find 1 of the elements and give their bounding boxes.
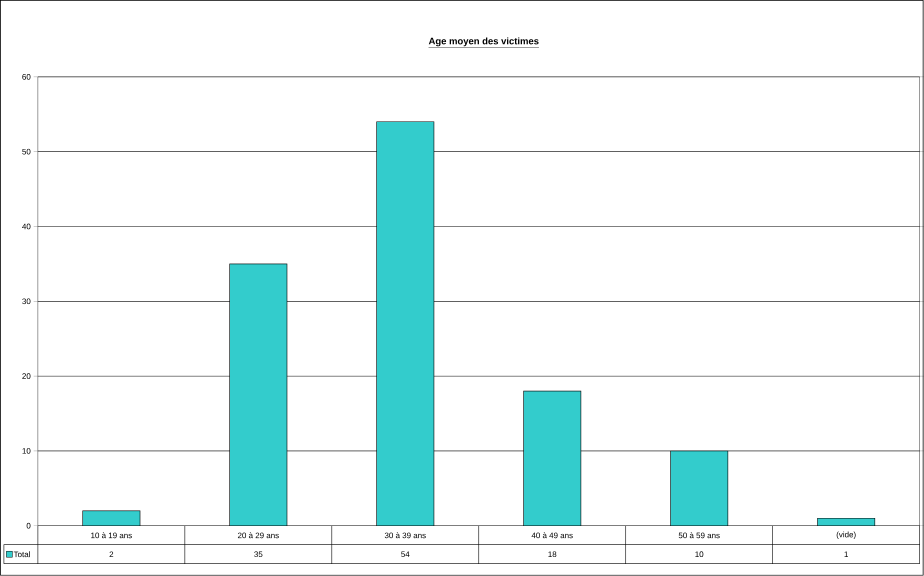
chart-title: Age moyen des victimes	[428, 38, 539, 46]
